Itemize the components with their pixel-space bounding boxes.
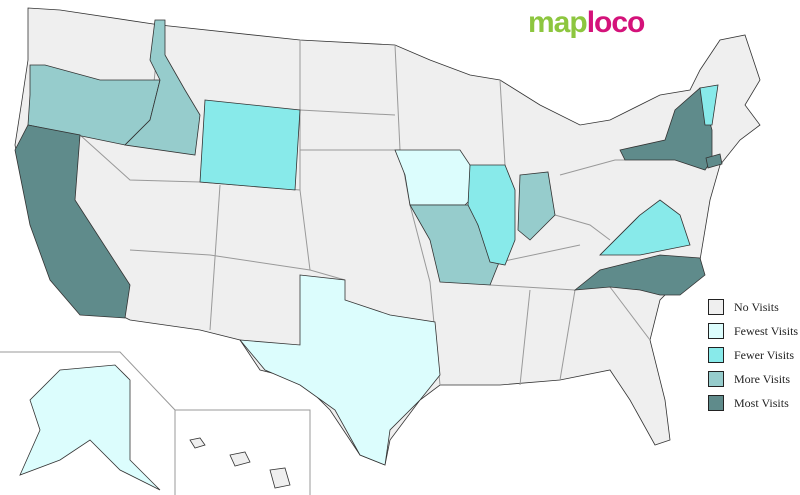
state-hawaii[interactable]: [269, 467, 291, 489]
state-border: [609, 286, 651, 341]
state-border: [209, 254, 311, 271]
state-border: [489, 284, 576, 291]
legend-item: Fewest Visits: [708, 319, 798, 343]
legend-swatch: [708, 371, 724, 387]
legend-item: Most Visits: [708, 391, 798, 415]
legend-swatch: [708, 395, 724, 411]
legend: No Visits Fewest Visits Fewer Visits More V…: [708, 295, 798, 415]
state-virginia[interactable]: [599, 199, 691, 256]
state-idaho[interactable]: [124, 19, 201, 156]
state-north-carolina[interactable]: [573, 254, 706, 296]
legend-item: Fewer Visits: [708, 343, 798, 367]
state-border: [554, 214, 611, 241]
us-outline[interactable]: [14, 7, 761, 466]
state-border: [209, 184, 221, 331]
alaska-inset-border: [0, 351, 176, 495]
state-border: [559, 159, 625, 176]
state-california[interactable]: [14, 124, 131, 319]
state-texas[interactable]: [239, 274, 441, 466]
state-border: [559, 289, 576, 381]
legend-swatch: [708, 323, 724, 339]
state-hawaii[interactable]: [189, 437, 206, 449]
legend-label: No Visits: [734, 299, 779, 314]
legend-label: Fewer Visits: [734, 347, 795, 362]
state-illinois[interactable]: [467, 164, 516, 266]
state-border: [129, 249, 211, 256]
state-border: [499, 244, 581, 263]
state-vermont[interactable]: [699, 84, 719, 126]
state-border: [519, 289, 531, 386]
state-indiana[interactable]: [517, 171, 556, 241]
legend-label: Fewest Visits: [734, 323, 799, 338]
state-alaska[interactable]: [19, 364, 161, 491]
legend-label: Most Visits: [734, 395, 789, 410]
state-hawaii[interactable]: [229, 451, 251, 467]
legend-label: More Visits: [734, 371, 791, 386]
maploco-logo: maploco: [528, 6, 645, 39]
state-border: [499, 79, 506, 166]
state-connecticut[interactable]: [705, 153, 723, 169]
state-border: [299, 109, 396, 116]
state-wyoming[interactable]: [199, 99, 301, 191]
legend-item: No Visits: [708, 295, 798, 319]
legend-swatch: [708, 347, 724, 363]
hawaii-inset-border: [175, 409, 311, 495]
state-border: [79, 134, 201, 183]
legend-item: More Visits: [708, 367, 798, 391]
legend-swatch: [708, 299, 724, 315]
